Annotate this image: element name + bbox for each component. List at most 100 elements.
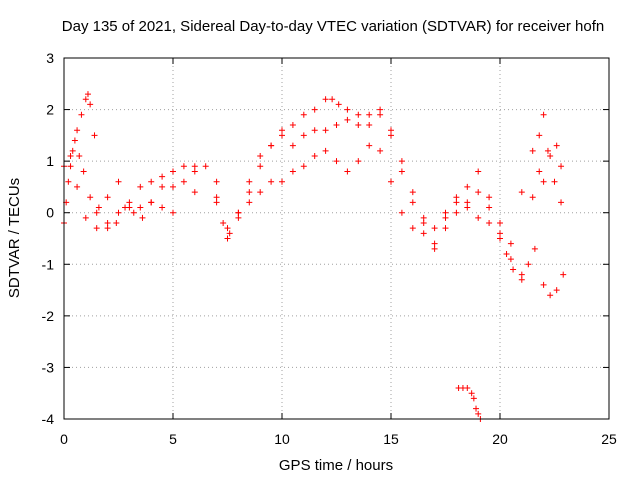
- data-point: [486, 194, 493, 201]
- data-point: [503, 250, 510, 257]
- data-point: [191, 168, 198, 175]
- x-tick-label: 25: [601, 431, 617, 447]
- data-point: [420, 214, 427, 221]
- data-point: [547, 152, 554, 159]
- data-point: [529, 194, 536, 201]
- data-point: [333, 122, 340, 129]
- data-point: [547, 292, 554, 299]
- data-point: [333, 158, 340, 165]
- data-point: [115, 178, 122, 185]
- data-point: [82, 96, 89, 103]
- data-point: [126, 199, 133, 206]
- data-point: [148, 178, 155, 185]
- data-point: [300, 132, 307, 139]
- data-point: [235, 214, 242, 221]
- data-point: [213, 194, 220, 201]
- data-point: [139, 214, 146, 221]
- data-point: [409, 225, 416, 232]
- series-track-a: [61, 91, 567, 299]
- data-point: [104, 220, 111, 227]
- data-point: [279, 127, 285, 134]
- data-point: [246, 199, 253, 206]
- data-point: [431, 245, 438, 252]
- data-point: [442, 214, 449, 221]
- data-point: [289, 142, 296, 149]
- data-point: [355, 111, 362, 118]
- data-point: [311, 127, 318, 134]
- data-point: [442, 209, 449, 216]
- data-point: [486, 220, 493, 227]
- series-track-c: [61, 142, 565, 278]
- data-point: [560, 271, 567, 278]
- data-points: [61, 91, 567, 422]
- data-point: [220, 220, 227, 227]
- x-tick-label: 15: [383, 431, 399, 447]
- data-point: [388, 127, 394, 134]
- data-point: [300, 111, 307, 118]
- data-point: [170, 209, 176, 216]
- data-point: [279, 132, 285, 139]
- y-tick-label: 3: [46, 50, 54, 66]
- data-point: [246, 189, 253, 196]
- data-point: [322, 147, 329, 154]
- data-point: [420, 220, 427, 227]
- data-point: [115, 209, 122, 216]
- data-point: [377, 147, 384, 154]
- data-point: [87, 194, 94, 201]
- data-point: [213, 199, 220, 206]
- data-point: [74, 127, 81, 134]
- data-point: [329, 96, 336, 103]
- data-point: [475, 410, 482, 417]
- data-point: [344, 168, 351, 175]
- data-point: [159, 173, 166, 180]
- data-point: [84, 91, 91, 98]
- data-point: [87, 101, 94, 108]
- data-point: [558, 199, 565, 206]
- y-tick-label: -4: [42, 411, 55, 427]
- data-point: [518, 271, 525, 278]
- data-point: [224, 235, 231, 242]
- data-point: [180, 178, 187, 185]
- data-point: [67, 163, 74, 170]
- data-point: [398, 158, 405, 165]
- data-point: [366, 122, 373, 129]
- data-point: [355, 158, 362, 165]
- data-point: [268, 142, 275, 149]
- data-point: [497, 220, 503, 227]
- data-point: [540, 111, 547, 118]
- data-point: [91, 132, 98, 139]
- data-point: [529, 147, 536, 154]
- data-point: [355, 122, 362, 129]
- data-point: [536, 132, 543, 139]
- data-point: [170, 168, 176, 175]
- data-point: [525, 261, 532, 268]
- data-point: [388, 132, 394, 139]
- data-point: [464, 385, 471, 392]
- data-point: [473, 405, 480, 412]
- data-point: [497, 235, 503, 242]
- data-point: [95, 204, 102, 211]
- data-point: [507, 256, 514, 263]
- data-point: [311, 106, 318, 113]
- data-point: [82, 214, 89, 221]
- data-point: [311, 152, 318, 159]
- y-tick-label: 1: [46, 153, 54, 169]
- data-point: [464, 199, 471, 206]
- data-point: [202, 163, 209, 170]
- data-point: [65, 178, 72, 185]
- data-point: [126, 204, 133, 211]
- data-point: [257, 189, 264, 196]
- plot-frame: [63, 57, 610, 420]
- data-point: [464, 204, 471, 211]
- data-point: [93, 225, 100, 232]
- data-point: [475, 214, 482, 221]
- data-point: [246, 178, 253, 185]
- data-point: [518, 189, 525, 196]
- data-point: [442, 225, 449, 232]
- x-tick-label: 20: [492, 431, 508, 447]
- data-point: [130, 209, 137, 216]
- data-point: [213, 178, 220, 185]
- data-point: [398, 168, 405, 175]
- data-point: [104, 194, 111, 201]
